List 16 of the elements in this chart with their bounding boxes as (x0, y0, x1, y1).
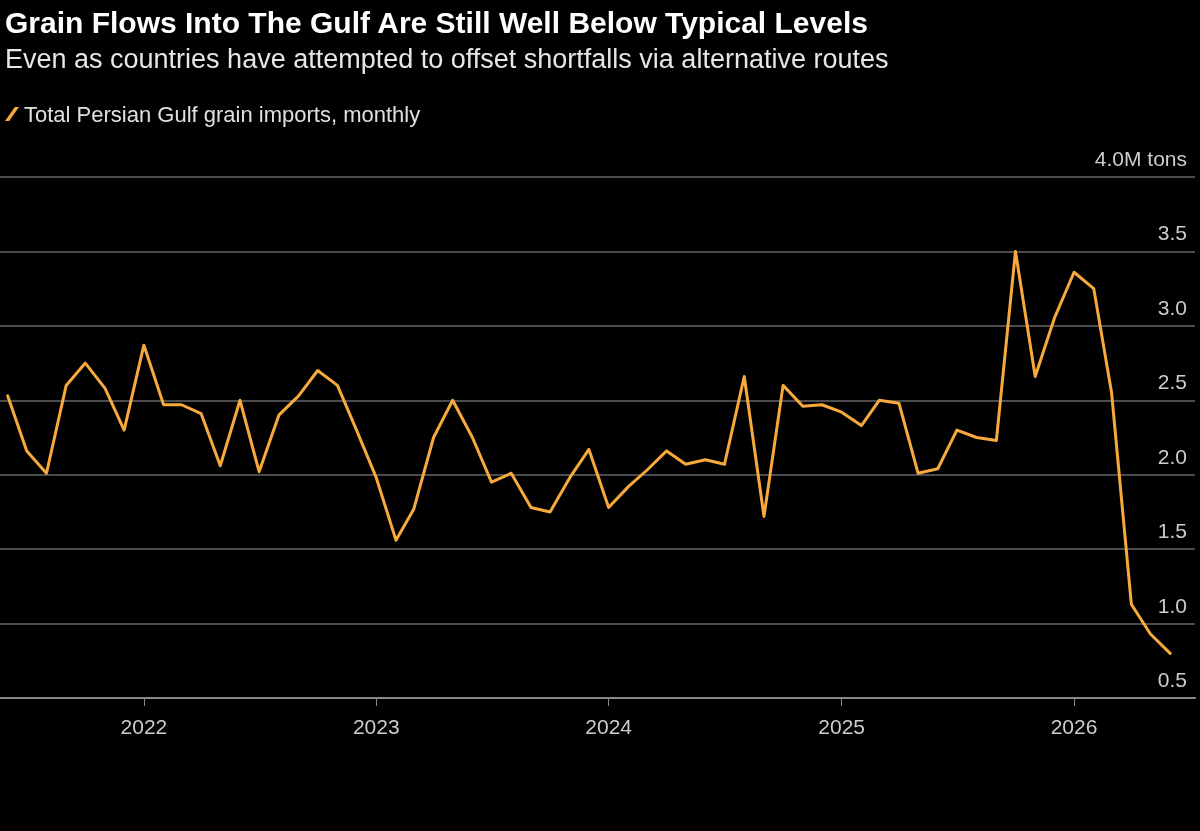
y-tick-label: 1.5 (1157, 519, 1187, 543)
y-tick-label: 1.0 (1157, 593, 1187, 617)
y-tick-label: 4.0M tons (1094, 147, 1187, 170)
x-tick-label: 2023 (352, 715, 400, 738)
x-tick-label: 2025 (818, 715, 866, 738)
x-tick-label: 2022 (120, 715, 168, 738)
legend-label: Total Persian Gulf grain imports, monthly (24, 101, 421, 127)
y-tick-label: 2.0 (1157, 444, 1187, 468)
y-tick-label: 0.5 (1157, 668, 1187, 691)
x-tick-label: 2024 (585, 715, 633, 738)
chart-subtitle: Even as countries have attempted to offset shortfalls via alternative routes (5, 43, 889, 74)
y-tick-label: 3.5 (1157, 221, 1187, 245)
x-tick-label: 2026 (1050, 715, 1098, 738)
y-tick-label: 3.0 (1157, 295, 1187, 319)
chart-title: Grain Flows Into The Gulf Are Still Well Below Typical Levels (5, 5, 868, 39)
y-tick-label: 2.5 (1157, 370, 1187, 394)
